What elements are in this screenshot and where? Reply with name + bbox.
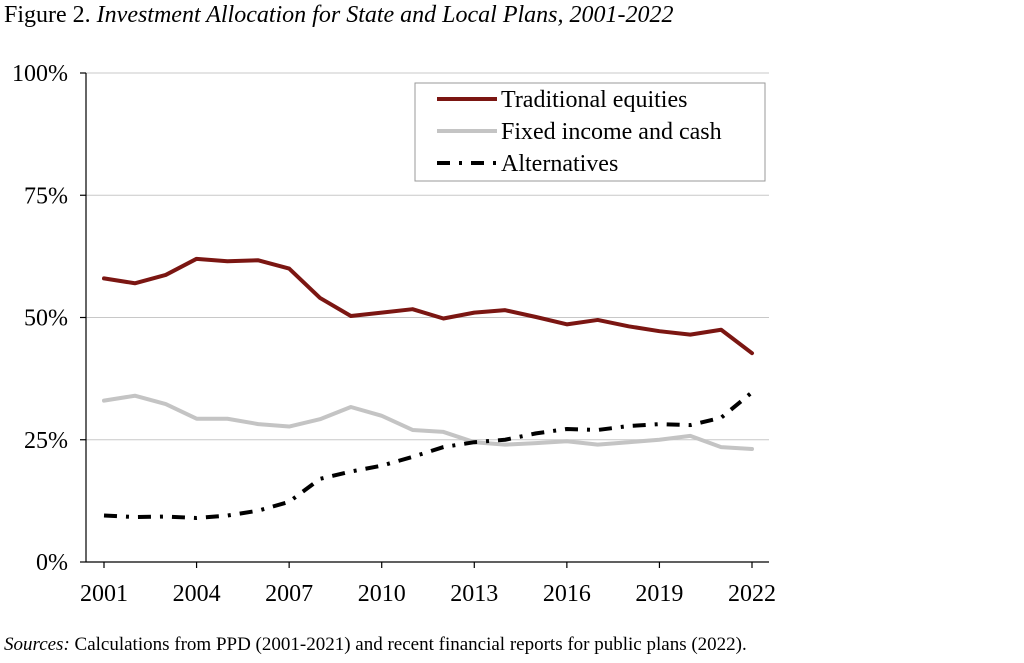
legend-label: Fixed income and cash — [501, 119, 722, 145]
y-tick-label: 50% — [24, 306, 68, 332]
sources-note: Sources: Calculations from PPD (2001-202… — [4, 634, 747, 656]
legend: Traditional equities Fixed income and cas… — [414, 82, 766, 182]
y-tick-label: 75% — [24, 183, 68, 209]
x-tick-label: 2010 — [358, 581, 406, 607]
legend-label: Alternatives — [501, 151, 618, 177]
x-tick-label: 2004 — [173, 581, 221, 607]
figure-title: Figure 2. Investment Allocation for Stat… — [4, 2, 674, 29]
x-tick-label: 2022 — [728, 581, 776, 607]
series-line-traditional-equities — [102, 256, 754, 356]
figure-number: Figure 2. — [4, 2, 91, 28]
sources-label: Sources: — [4, 634, 70, 655]
y-tick-label: 100% — [12, 61, 68, 87]
tick-labels: 0% 25% 50% 75% 100% 2001 2004 2007 2010 2013 2016 2… — [12, 61, 776, 607]
x-tick-label: 2016 — [543, 581, 591, 607]
x-tick-label: 2001 — [80, 581, 128, 607]
axes — [80, 72, 769, 568]
sources-text: Calculations from PPD (2001-2021) and re… — [74, 634, 747, 655]
series-line-fixed-income-and-cash — [102, 393, 754, 452]
x-tick-label: 2013 — [450, 581, 498, 607]
series-line-alternatives — [103, 390, 754, 520]
series-lines — [102, 256, 754, 520]
x-tick-label: 2007 — [265, 581, 313, 607]
y-tick-label: 0% — [36, 550, 68, 576]
legend-label: Traditional equities — [501, 87, 687, 113]
x-tick-label: 2019 — [635, 581, 683, 607]
y-tick-label: 25% — [24, 428, 68, 454]
figure-title-text: Investment Allocation for State and Loca… — [96, 2, 674, 28]
